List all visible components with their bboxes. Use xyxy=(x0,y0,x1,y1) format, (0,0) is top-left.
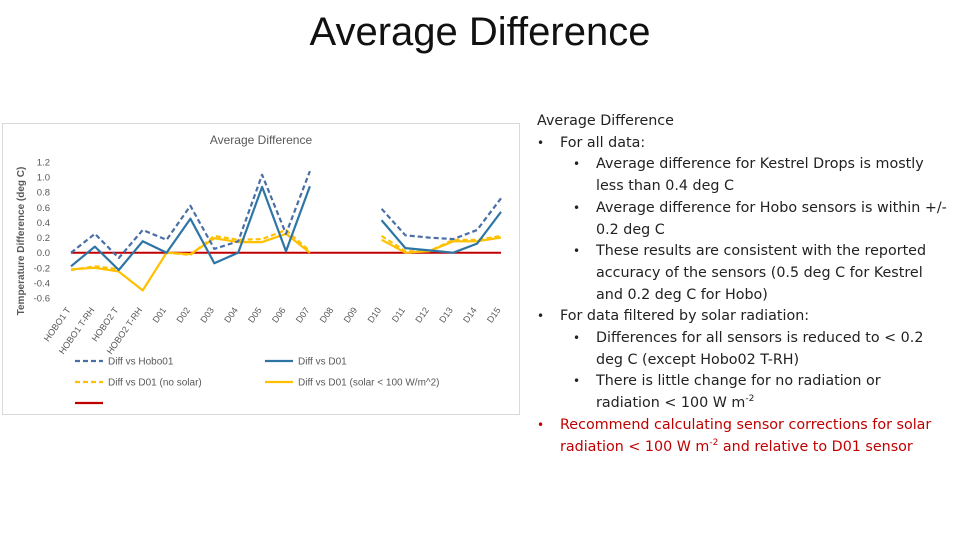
x-tick-label: D13 xyxy=(437,305,455,324)
y-axis-label: Temperature Difference (deg C) xyxy=(16,167,27,316)
chart-legend: Diff vs Hobo01 Diff vs D01 Diff vs D01 (no… xyxy=(75,357,440,405)
series-line-1 xyxy=(70,170,502,260)
legend-label: Diff vs D01 (solar < 100 W/m^2) xyxy=(298,378,440,389)
x-tick-label: D06 xyxy=(270,305,288,324)
chart-area: Average Difference Temperature Differenc… xyxy=(2,123,520,415)
bullet-recommend: • Recommend calculating sensor correction… xyxy=(537,416,932,455)
x-tick-label: D07 xyxy=(294,305,312,324)
x-tick-label: D05 xyxy=(246,305,264,324)
y-tick-label: 0.6 xyxy=(37,203,50,214)
x-tick-label: D12 xyxy=(413,305,431,324)
bullet-consistent: • These results are consistent with the r… xyxy=(573,243,927,303)
x-tick-label: D14 xyxy=(461,305,479,324)
series-line-2 xyxy=(70,185,502,272)
x-tick-label: D08 xyxy=(318,305,336,324)
y-tick-label: -0.2 xyxy=(34,263,50,274)
y-tick-label: -0.4 xyxy=(34,278,50,289)
bullet-all-data: • For all data: xyxy=(537,134,646,151)
y-tick-label: 0.4 xyxy=(37,218,50,229)
legend-label: Diff vs D01 xyxy=(298,357,347,368)
y-tick-labels: 1.2 1.0 0.8 0.6 0.4 0.2 0.0 -0.2 -0.4 -0.6 xyxy=(34,158,50,305)
bullet-hobo: • Average difference for Hobo sensors is … xyxy=(573,199,947,238)
x-tick-label: D11 xyxy=(390,305,407,324)
series-lines xyxy=(70,170,502,292)
x-tick-label: D09 xyxy=(342,305,360,324)
x-tick-label: D01 xyxy=(151,305,169,324)
y-tick-label: 1.0 xyxy=(37,173,50,184)
bullet-filtered: • For data filtered by solar radiation: xyxy=(537,308,810,325)
y-tick-label: 0.0 xyxy=(37,248,50,259)
x-tick-label: D04 xyxy=(222,305,240,324)
notes-panel: Average Difference • For all data: • Avera… xyxy=(537,111,947,458)
bullet-reduced: • Differences for all sensors is reduced … xyxy=(573,330,924,368)
y-tick-label: 0.2 xyxy=(37,233,50,244)
bullet-kestrel: • Average difference for Kestrel Drops is… xyxy=(573,156,924,195)
slide-title: Average Difference xyxy=(309,10,651,54)
notes-heading: Average Difference xyxy=(537,113,674,129)
legend-label: Diff vs Hobo01 xyxy=(108,357,174,368)
y-tick-label: 1.2 xyxy=(37,158,50,169)
x-tick-label: D15 xyxy=(485,305,503,324)
bullet-little-change: • There is little change for no radiation… xyxy=(573,373,881,412)
y-tick-label: -0.6 xyxy=(34,294,50,305)
chart-title: Average Difference xyxy=(210,133,313,147)
x-tick-label: D02 xyxy=(174,305,192,324)
line-chart: Average Difference Temperature Differenc… xyxy=(16,133,503,405)
x-tick-label: D10 xyxy=(366,305,384,324)
legend-label: Diff vs D01 (no solar) xyxy=(108,378,202,389)
y-tick-label: 0.8 xyxy=(37,188,50,199)
x-tick-label: D03 xyxy=(198,305,216,324)
series-line-4 xyxy=(70,232,502,292)
